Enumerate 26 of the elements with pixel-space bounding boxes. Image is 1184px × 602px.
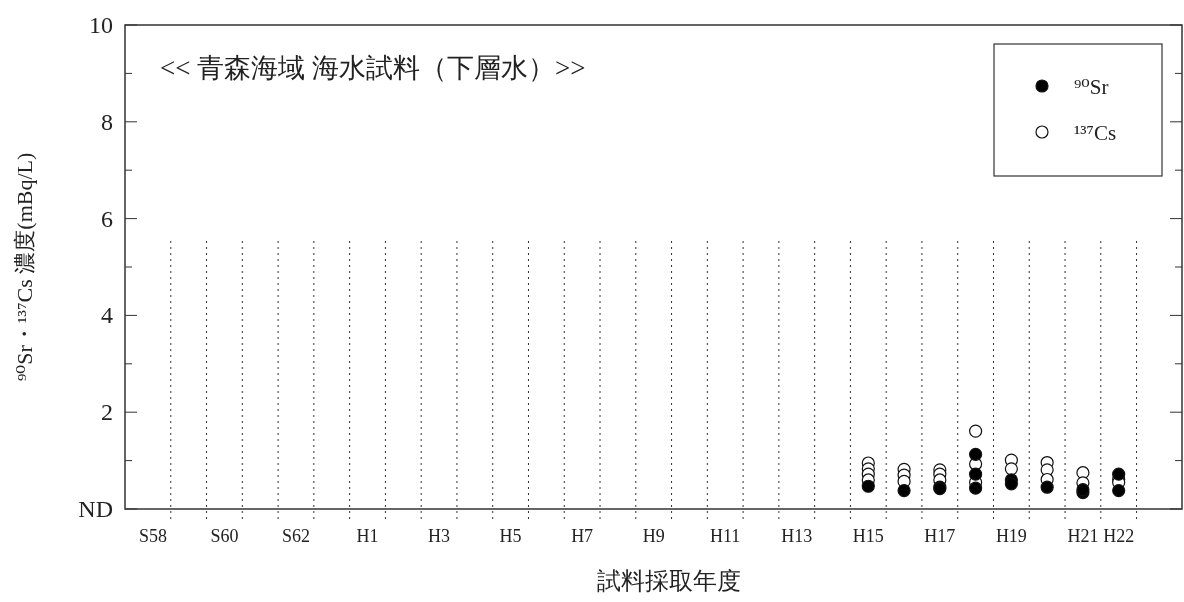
x-tick-label: S58 — [138, 526, 167, 546]
y-tick-label: 4 — [101, 302, 113, 329]
x-tick-label: H15 — [852, 526, 884, 546]
y-tick-label: 10 — [89, 12, 113, 38]
x-tick-label: H1 — [356, 526, 379, 546]
x-tick-label: H9 — [642, 526, 665, 546]
y-tick-label: ND — [78, 496, 113, 522]
x-tick-label: H22 — [1103, 526, 1135, 546]
x-tick-label: H7 — [571, 526, 594, 546]
x-tick-label: H19 — [995, 526, 1027, 546]
legend-label: ¹³⁷Cs — [1074, 121, 1117, 145]
y-tick-label: 2 — [101, 399, 113, 426]
x-tick-label: H3 — [428, 526, 451, 546]
text: << 青森海域 海水試料（下層水）>> — [160, 53, 586, 83]
x-tick-label: H17 — [924, 526, 956, 546]
x-tick-label: H21 — [1067, 526, 1099, 546]
y-tick-label: 6 — [101, 205, 113, 232]
x-tick-label: S62 — [281, 526, 310, 546]
y-tick-label: 8 — [101, 108, 113, 135]
x-tick-label: H11 — [710, 526, 741, 546]
x-axis-title: 試料採取年度 — [596, 568, 741, 594]
x-tick-label: S60 — [210, 526, 239, 546]
x-tick-label: H5 — [499, 526, 522, 546]
y-axis-title: ⁹⁰Sr・¹³⁷Cs 濃度(mBq/L) — [12, 152, 37, 382]
legend-label: ⁹⁰Sr — [1074, 75, 1109, 99]
x-tick-label: H13 — [781, 526, 813, 546]
